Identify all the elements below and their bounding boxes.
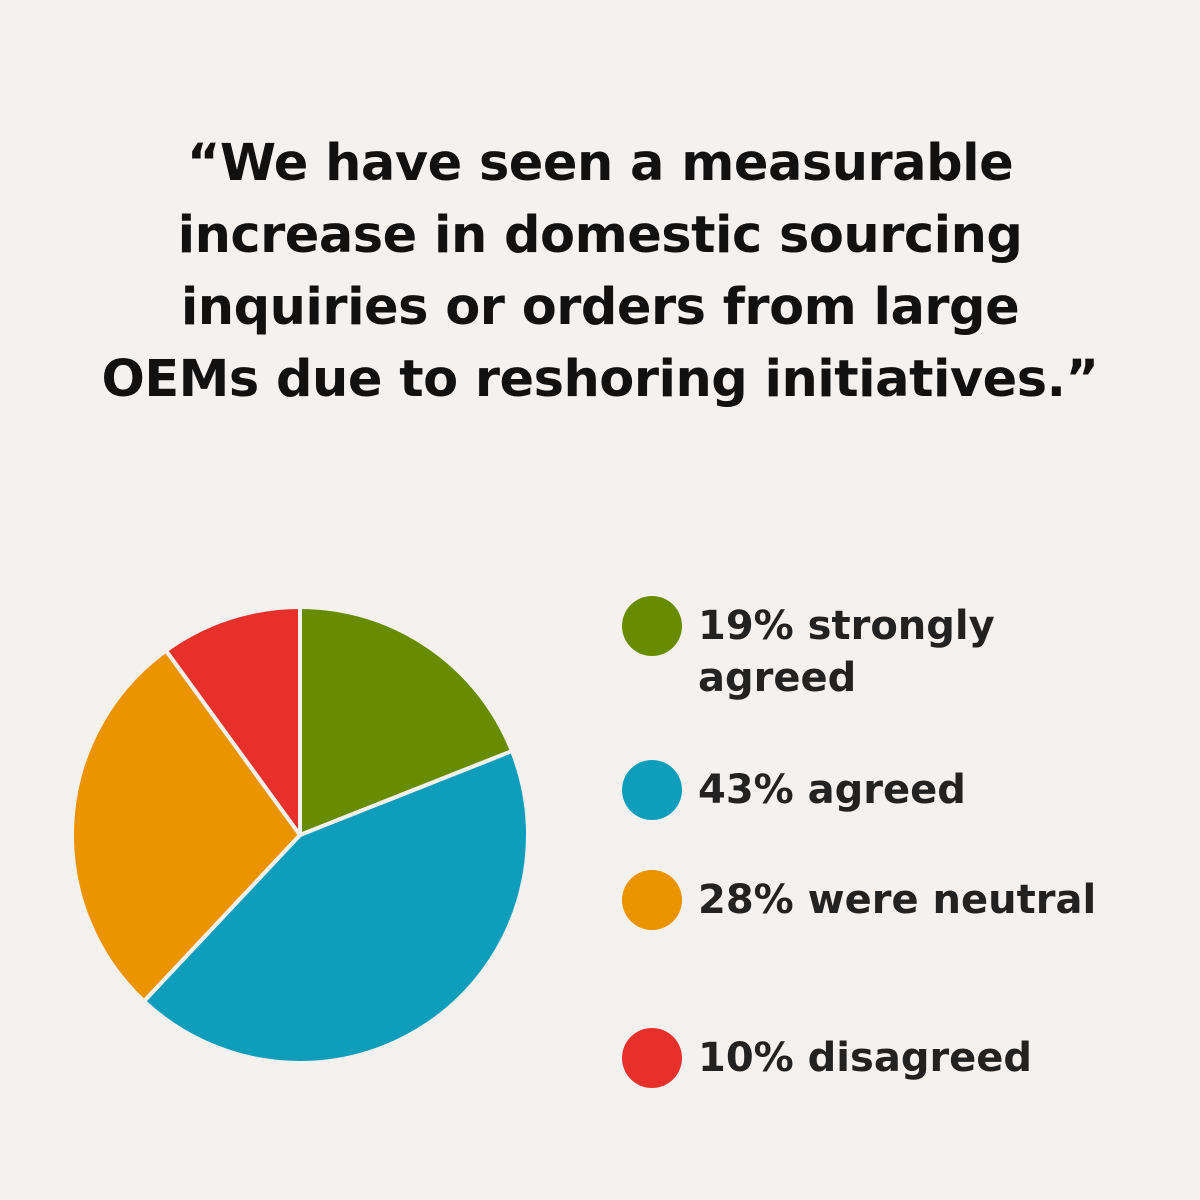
legend-dot-red bbox=[622, 1028, 682, 1088]
pie-slice-agreed bbox=[141, 749, 530, 1065]
pie-slice-were-neutral bbox=[70, 648, 302, 1004]
legend-dot-orange bbox=[622, 870, 682, 930]
legend-label-agreed: 43% agreed bbox=[698, 767, 966, 813]
legend-label-disagreed: 10% disagreed bbox=[698, 1035, 1033, 1081]
legend-label-strongly-agreed: 19% strongly agreed bbox=[698, 603, 995, 701]
legend-dot-green bbox=[622, 596, 682, 656]
legend-item-neutral: 28% were neutral bbox=[622, 870, 1182, 990]
legend-item-disagreed: 10% disagreed bbox=[622, 1028, 1182, 1148]
legend-item-strongly-agreed: 19% strongly agreed bbox=[622, 596, 1182, 716]
pie-slice-disagreed bbox=[163, 605, 302, 837]
legend-item-agreed: 43% agreed bbox=[622, 760, 1182, 880]
pie-slice-strongly-agreed bbox=[298, 605, 514, 837]
legend-dot-blue bbox=[622, 760, 682, 820]
quote-title: “We have seen a measurable increase in d… bbox=[101, 134, 1099, 409]
legend-label-neutral: 28% were neutral bbox=[698, 877, 1097, 923]
pie-chart bbox=[70, 605, 530, 1065]
